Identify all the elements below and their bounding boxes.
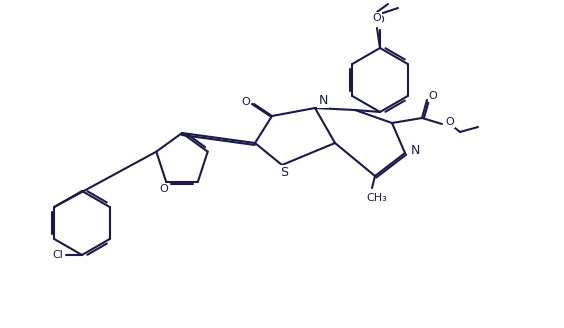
Text: S: S <box>280 167 288 179</box>
Text: O: O <box>241 97 250 107</box>
Text: N: N <box>318 93 328 107</box>
Text: O: O <box>373 13 381 23</box>
Text: Cl: Cl <box>52 250 63 260</box>
Text: O: O <box>376 15 385 25</box>
Text: O: O <box>429 91 437 101</box>
Text: CH₃: CH₃ <box>367 193 387 203</box>
Text: N: N <box>411 145 420 157</box>
Text: O: O <box>160 184 169 194</box>
Text: O: O <box>446 117 455 127</box>
